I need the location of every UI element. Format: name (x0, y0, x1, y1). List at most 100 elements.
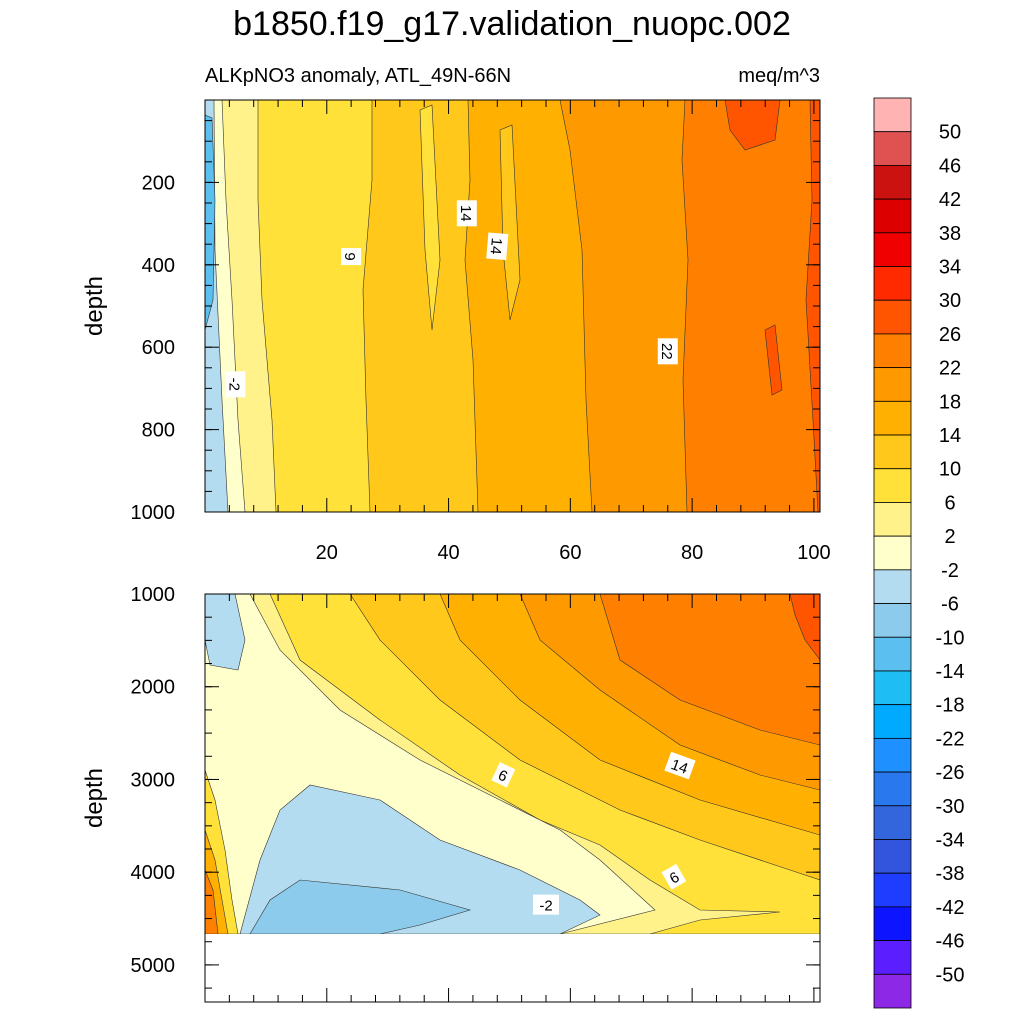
contour-label-bg (341, 248, 362, 266)
contour-label-bg (532, 894, 559, 915)
upper-xtick-label: 60 (559, 542, 581, 564)
colorbar-swatch (873, 569, 912, 604)
colorbar-label: -22 (936, 728, 965, 750)
colorbar-swatch (873, 400, 912, 436)
colorbar-label: -30 (936, 796, 965, 818)
region-top-26-surface (724, 100, 781, 151)
region-top-26-patch (764, 324, 783, 396)
colorbar-swatch (873, 131, 912, 166)
colorbar-label: -18 (936, 695, 965, 717)
colorbar-swatch (873, 872, 912, 908)
colorbar-label: 50 (939, 122, 961, 144)
colorbar-swatch (873, 670, 912, 706)
contour-label-text: 14 (669, 756, 690, 778)
colorbar-swatch (873, 603, 912, 638)
colorbar-label: -26 (936, 762, 965, 784)
colorbar-label: 10 (939, 459, 961, 481)
upper-ytick-label: 400 (142, 255, 175, 277)
lower-ytick-label: 5000 (131, 955, 176, 977)
upper-ytick-label: 600 (142, 337, 175, 359)
lower-panel (205, 594, 820, 934)
contour-label: 14 (456, 200, 477, 227)
upper-xtick-label: 20 (316, 542, 338, 564)
contour-label-text: 9 (341, 252, 358, 260)
upper-ytick-label: 200 (142, 172, 175, 194)
colorbar-label: 46 (939, 155, 961, 177)
colorbar-swatch (873, 266, 912, 301)
contour-label-bg (664, 751, 696, 780)
region-bot-minus6-top (205, 594, 246, 671)
contour-label-text: 14 (457, 205, 474, 222)
contour-label-bg (456, 200, 477, 227)
contour-label-bg (486, 232, 509, 261)
contour-label: 9 (341, 248, 362, 266)
contour-label: 14 (486, 232, 509, 261)
colorbar-swatch (873, 839, 912, 874)
plot-subtitle: ALKpNO3 anomaly, ATL_49N-66N (205, 65, 511, 87)
lower-contour-labels: 6 14 6 -2 (491, 751, 696, 915)
upper-ytick-label: 800 (142, 420, 175, 442)
colorbar-swatch (873, 940, 912, 975)
colorbar-label: 30 (939, 290, 961, 312)
colorbar-label: -34 (936, 829, 965, 851)
colorbar-swatch (873, 333, 912, 369)
contour-label: 14 (664, 751, 696, 780)
region-bot-22-left (205, 869, 219, 934)
contour-label-text: -2 (539, 898, 552, 915)
colorbar-swatch (873, 367, 912, 402)
contour-label-bg (661, 863, 687, 890)
region-top-minus10 (205, 114, 216, 331)
colorbar-label: -50 (936, 964, 965, 986)
lower-ytick-label: 2000 (131, 677, 176, 699)
colorbar-swatch (873, 97, 912, 133)
contour-label: 6 (661, 863, 687, 890)
contour-label-text: 14 (487, 237, 505, 255)
contour-label-bg (657, 338, 678, 365)
upper-xtick-label: 40 (437, 542, 459, 564)
lower-plot-frame (204, 593, 821, 1003)
colorbar-swatch (873, 636, 912, 672)
colorbar-label: 22 (939, 358, 961, 380)
colorbar-label: 34 (939, 257, 961, 279)
colorbar-swatch (873, 232, 912, 267)
lower-ytick-label: 1000 (131, 584, 176, 606)
upper-contour-labels: -2 9 14 14 22 (225, 200, 678, 398)
colorbar-swatch (873, 434, 912, 470)
colorbar-label: -6 (941, 594, 959, 616)
colorbar-swatch (873, 535, 912, 571)
contour-label-bg (491, 762, 516, 788)
upper-ytick-label: 1000 (131, 502, 176, 524)
region-bot-26 (789, 594, 820, 661)
region-bot-minus10 (249, 879, 472, 934)
colorbar-swatch (873, 165, 912, 200)
colorbar-label: -38 (936, 863, 965, 885)
region-top-6-patch (419, 104, 441, 331)
lower-axes: 1000 2000 3000 4000 5000 (131, 584, 820, 1002)
colorbar-label: 6 (944, 492, 955, 514)
contour-label: -2 (532, 894, 559, 915)
units-label: meq/m^3 (738, 65, 820, 87)
colorbar-swatch (873, 737, 912, 773)
upper-xtick-label: 80 (681, 542, 703, 564)
colorbar-label: -46 (936, 931, 965, 953)
colorbar-label: 42 (939, 189, 961, 211)
colorbar-label: 38 (939, 223, 961, 245)
upper-panel (205, 100, 820, 512)
contour-label: -2 (225, 371, 246, 398)
missing-data-area (205, 934, 820, 1002)
colorbar-label: 14 (939, 425, 961, 447)
colorbar-swatch (873, 973, 912, 1009)
colorbar-swatch (873, 906, 912, 941)
contour-label-bg (225, 371, 246, 398)
upper-ylabel: depth (81, 276, 108, 336)
colorbar-swatch (873, 468, 912, 503)
colorbar-label: -42 (936, 897, 965, 919)
colorbar-swatch (873, 704, 912, 739)
lower-ytick-label: 4000 (131, 862, 176, 884)
colorbar-label: -2 (941, 560, 959, 582)
upper-xtick-label: 100 (797, 542, 830, 564)
colorbar-swatch (873, 299, 912, 335)
colorbar-swatch (873, 198, 912, 234)
contour-label: 22 (657, 338, 678, 365)
